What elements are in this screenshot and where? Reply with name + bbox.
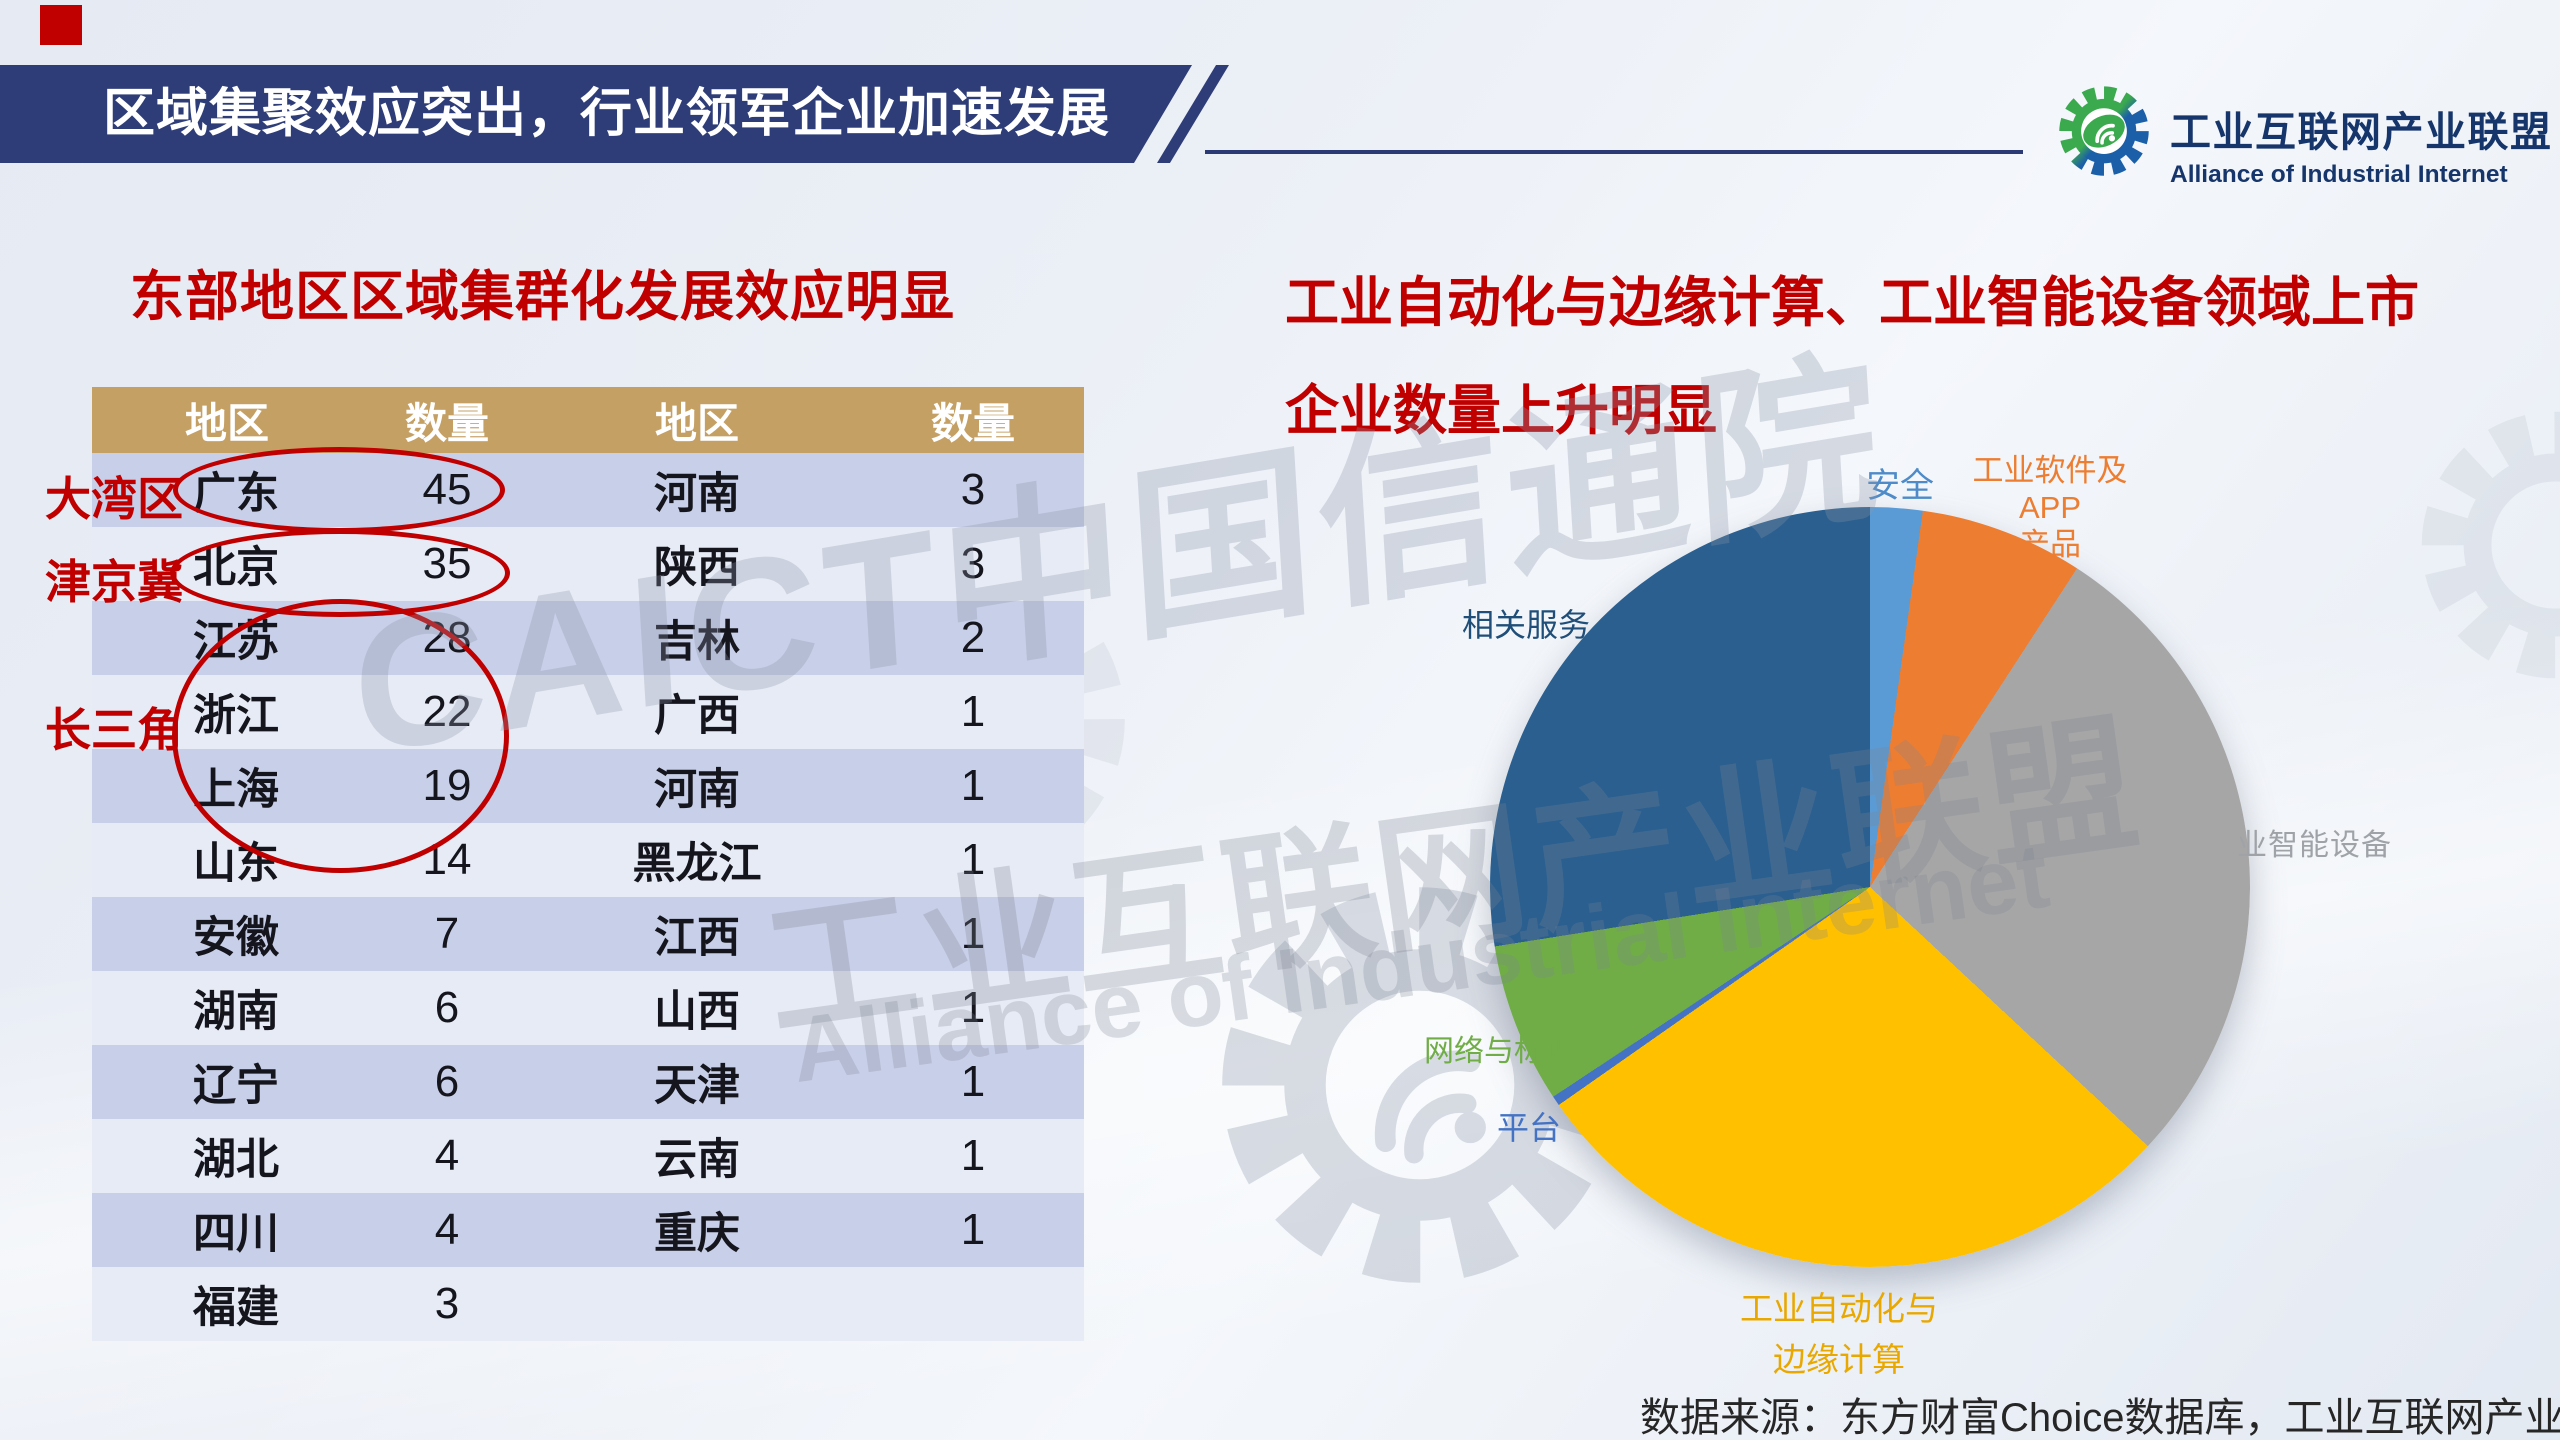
sector-pie-chart (1490, 507, 2250, 1267)
region-table-head: 地区 数量 地区 数量 (92, 387, 1084, 453)
region-cell: 陕西 (654, 544, 740, 592)
annotation-yangtze-delta: 长三角 (45, 704, 183, 756)
left-section-heading: 东部地区区域集群化发展效应明显 (130, 267, 955, 327)
header-rule-line (1205, 150, 2023, 154)
pie-label-smart-equipment: 业智能设备 (2237, 829, 2392, 862)
count-cell: 6 (434, 1057, 460, 1106)
region-cell: 江西 (654, 914, 740, 962)
region-cell: 辽宁 (193, 1062, 279, 1110)
column-header: 地区 (654, 399, 739, 447)
count-cell: 4 (434, 1131, 460, 1180)
region-cell: 山西 (654, 988, 740, 1036)
region-cell: 四川 (193, 1210, 279, 1258)
corner-red-square (40, 5, 82, 45)
pie-label-software-app: 工业软件及APP 产品 (1948, 452, 2152, 564)
count-cell: 1 (960, 761, 986, 810)
pie-label-software-app-line2: 产品 (2019, 527, 2081, 563)
data-source-note: 数据来源：东方财富Choice数据库，工业互联网产业联盟整理 (1640, 1396, 2560, 1440)
count-cell (862, 1267, 1084, 1341)
highlight-ellipse-guangdong (173, 447, 505, 533)
pie-label-network-id: 网络与标识 (1424, 1035, 1574, 1068)
region-cell: 天津 (654, 1062, 740, 1110)
pie-label-platform: 平台 (1497, 1110, 1562, 1146)
region-cell: 重庆 (654, 1210, 740, 1258)
count-cell: 7 (434, 909, 460, 958)
count-cell: 4 (434, 1205, 460, 1254)
count-cell: 2 (960, 613, 986, 662)
alliance-logo: 工业互联网产业联盟 Alliance of Industrial Interne… (2052, 74, 2553, 189)
count-cell: 1 (960, 1131, 986, 1180)
region-cell: 安徽 (193, 914, 279, 962)
pie-label-automation-edge: 工业自动化与 边缘计算 (1710, 1283, 1968, 1385)
pie-label-automation-line2: 边缘计算 (1773, 1341, 1905, 1379)
pie-label-related-services: 相关服务 (1462, 607, 1591, 643)
table-row: 湖南 6 山西 1 (92, 971, 1084, 1045)
logo-name-cn: 工业互联网产业联盟 (2170, 109, 2553, 155)
table-row: 辽宁 6 天津 1 (92, 1045, 1084, 1119)
region-cell: 湖北 (193, 1136, 279, 1184)
region-cell (532, 1267, 862, 1341)
table-row: 四川 4 重庆 1 (92, 1193, 1084, 1267)
region-cell: 河南 (654, 470, 740, 518)
region-cell: 广西 (654, 692, 740, 740)
count-cell: 1 (960, 687, 986, 736)
region-cell: 云南 (654, 1136, 740, 1184)
right-section-heading-line2: 企业数量上升明显 (1285, 381, 1717, 441)
gear-logo-icon (2059, 86, 2149, 176)
region-cell: 吉林 (654, 618, 740, 666)
slide-title-bar: 区域集聚效应突出，行业领军企业加速发展 (0, 65, 1192, 163)
column-header: 数量 (930, 399, 1015, 447)
table-row: 安徽 7 江西 1 (92, 897, 1084, 971)
column-header: 数量 (404, 399, 489, 447)
pie-label-software-app-line1: 工业软件及APP (1972, 453, 2128, 526)
count-cell: 1 (960, 1205, 986, 1254)
count-cell: 3 (960, 465, 986, 514)
right-section-heading-line1: 工业自动化与边缘计算、工业智能设备领域上市 (1285, 273, 2419, 333)
region-cell: 黑龙江 (632, 840, 762, 888)
annotation-jin-jing-ji: 津京冀 (45, 556, 183, 608)
region-cell: 福建 (193, 1284, 279, 1332)
logo-name-en: Alliance of Industrial Internet (2170, 161, 2508, 188)
table-row: 福建 3 (92, 1267, 1084, 1341)
count-cell: 1 (960, 909, 986, 958)
highlight-ellipse-yangtze (172, 599, 509, 873)
count-cell: 1 (960, 983, 986, 1032)
count-cell: 3 (960, 539, 986, 588)
count-cell: 1 (960, 1057, 986, 1106)
region-cell: 河南 (654, 766, 740, 814)
region-count-table: 地区 数量 地区 数量 广东 45 河南 3 北京 35 陕西 3 江苏 28 吉林 2 浙江 22 广西 1 上海 1… (92, 387, 1084, 1341)
logo-text-block: 工业互联网产业联盟 Alliance of Industrial Interne… (2170, 74, 2553, 189)
slide-title: 区域集聚效应突出，行业领军企业加速发展 (103, 85, 1111, 143)
pie-label-security: 安全 (1866, 467, 1934, 505)
pie-label-automation-line1: 工业自动化与 (1740, 1290, 1938, 1327)
count-cell: 6 (434, 983, 460, 1032)
region-cell: 湖南 (193, 988, 279, 1036)
column-header: 地区 (184, 399, 269, 447)
count-cell: 3 (434, 1279, 460, 1328)
count-cell: 1 (960, 835, 986, 884)
table-row: 湖北 4 云南 1 (92, 1119, 1084, 1193)
annotation-greater-bay-area: 大湾区 (45, 473, 183, 525)
